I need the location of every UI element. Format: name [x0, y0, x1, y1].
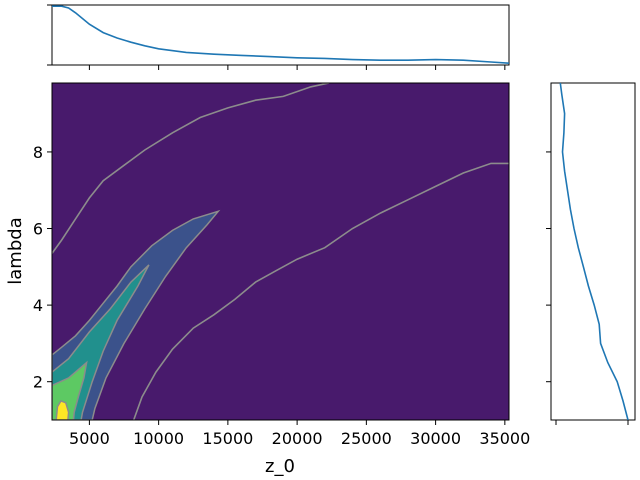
right-marginal-plot: [546, 82, 636, 425]
outer-contour-line-1: [52, 83, 330, 254]
main-plot: 5000 10000 15000 20000 25000 30000 35000 2468 …: [5, 82, 530, 477]
top-marginal-ticks: [47, 4, 52, 66]
outer-contour-lines: [52, 83, 509, 420]
y-axis-ticks: 2 4 6 8: [33, 143, 52, 392]
right-marginal-density-line: [559, 82, 629, 421]
x-tick-label: 15000: [202, 429, 253, 448]
top-marginal-x-ticks: [88, 65, 506, 70]
x-tick-label: 25000: [341, 429, 392, 448]
right-marginal-y-ticks: [546, 151, 551, 383]
main-plot-frame: [51, 82, 510, 421]
main-plot-background: [52, 83, 509, 420]
y-tick-label: 6: [33, 220, 43, 239]
right-marginal-ticks: [555, 420, 629, 425]
y-tick-label: 4: [33, 296, 43, 315]
x-tick-label: 20000: [272, 429, 323, 448]
top-marginal-frame: [51, 4, 510, 66]
x-axis-label: z_0: [265, 456, 295, 477]
y-axis-label: lambda: [5, 217, 26, 284]
x-tick-label: 30000: [410, 429, 461, 448]
y-tick-label: 2: [33, 373, 43, 392]
right-marginal-frame: [550, 82, 636, 421]
top-marginal-density-line: [52, 5, 510, 64]
contour-level-4: [55, 399, 70, 420]
x-axis-ticks: 5000 10000 15000 20000 25000 30000 35000: [69, 420, 530, 448]
y-tick-label: 8: [33, 143, 43, 162]
outer-contour-line-2: [132, 162, 509, 420]
x-tick-label: 5000: [69, 429, 110, 448]
x-tick-label: 35000: [479, 429, 530, 448]
contour-fills: [52, 209, 221, 420]
x-tick-label: 10000: [133, 429, 184, 448]
top-marginal-plot: [47, 4, 510, 70]
